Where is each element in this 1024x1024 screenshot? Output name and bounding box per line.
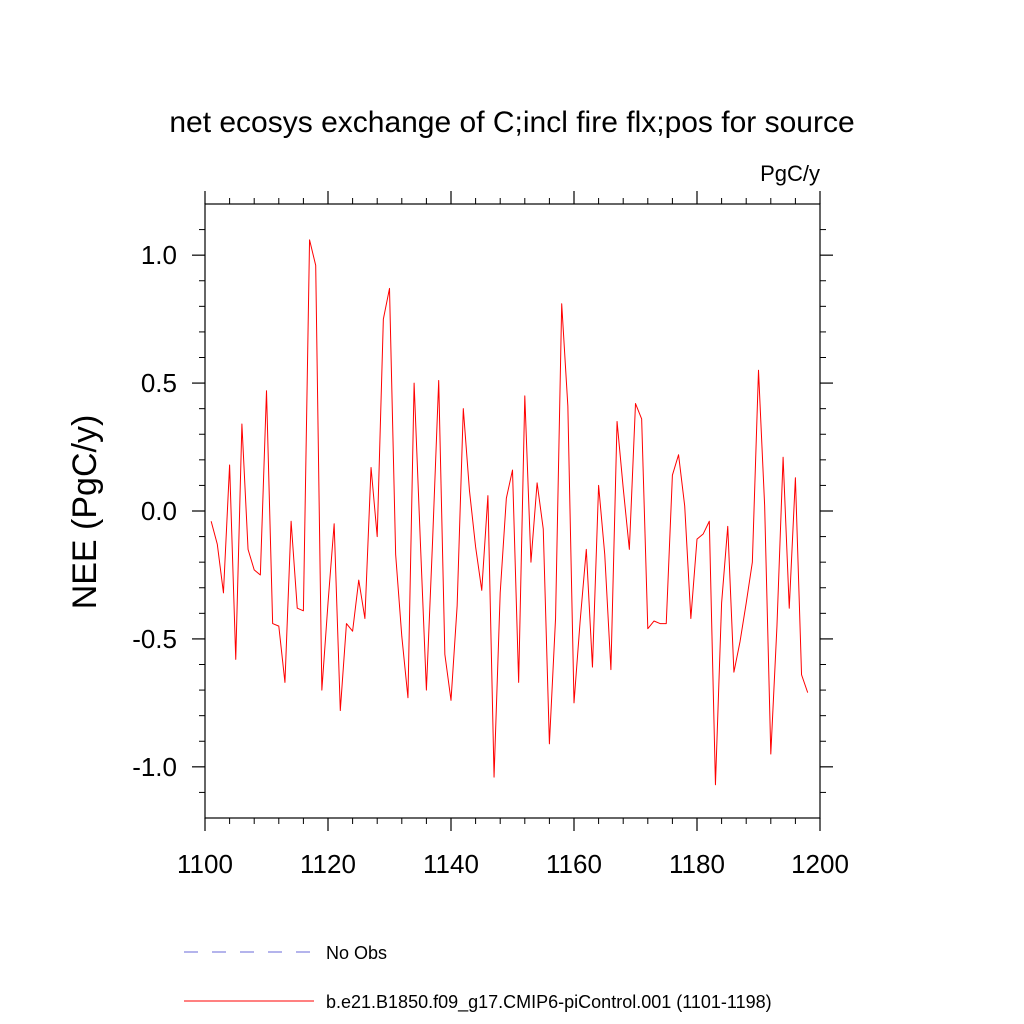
units-label: PgC/y	[760, 161, 820, 186]
y-tick-label: 1.0	[141, 240, 177, 270]
x-tick-label: 1160	[546, 849, 602, 879]
chart-title: net ecosys exchange of C;incl fire flx;p…	[169, 106, 854, 139]
y-tick-label: 0.5	[141, 368, 177, 398]
y-tick-label: -0.5	[132, 624, 177, 654]
x-tick-label: 1100	[177, 849, 233, 879]
legend-label-picontrol: b.e21.B1850.f09_g17.CMIP6-piControl.001 …	[326, 992, 772, 1013]
legend: No Obs b.e21.B1850.f09_g17.CMIP6-piContr…	[184, 943, 772, 1013]
legend-label-no-obs: No Obs	[326, 943, 387, 963]
y-tick-label: -1.0	[132, 752, 177, 782]
y-axis-label: NEE (PgC/y)	[66, 415, 104, 610]
series-layer	[210, 239, 809, 786]
axis-ticks	[192, 191, 833, 831]
axis-tick-labels: 1100 1120 1140 1160 1180 1200 -1.0 -0.5 0.0 0.5 1.…	[132, 240, 849, 879]
x-tick-label: 1120	[300, 849, 356, 879]
y-tick-label: 0.0	[141, 496, 177, 526]
x-tick-label: 1200	[791, 849, 849, 879]
x-tick-label: 1140	[423, 849, 479, 879]
series-line-picontrol	[210, 239, 809, 786]
x-tick-label: 1180	[669, 849, 725, 879]
plot-frame	[204, 203, 821, 819]
